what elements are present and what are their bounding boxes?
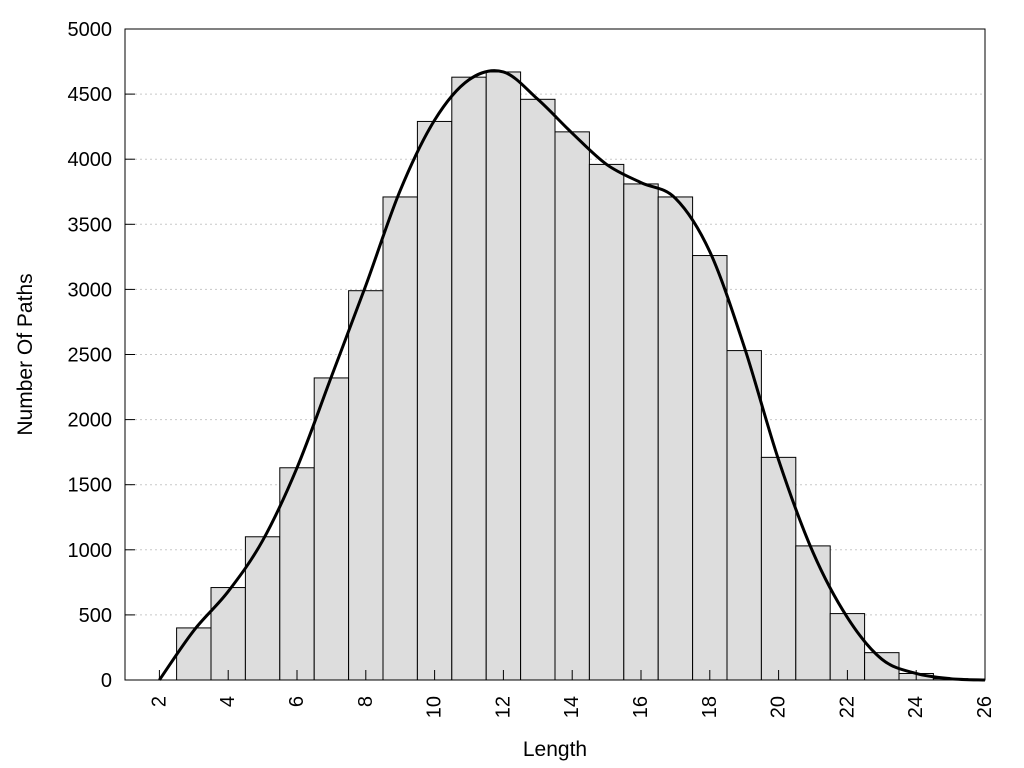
y-tick-label: 1000 xyxy=(68,540,113,562)
x-tick-label: 10 xyxy=(424,696,446,718)
bar xyxy=(176,627,212,681)
y-tick-label: 500 xyxy=(79,605,112,627)
bar xyxy=(657,196,694,681)
y-tick-label: 1500 xyxy=(68,475,113,497)
y-axis-label: Number Of Paths xyxy=(14,273,37,435)
bar xyxy=(451,76,487,681)
bar xyxy=(210,587,246,681)
bar xyxy=(829,613,866,681)
density-curve xyxy=(158,69,986,682)
y-tick-label: 2500 xyxy=(68,345,113,367)
x-tick-label: 12 xyxy=(492,696,514,718)
bar xyxy=(313,377,350,681)
y-tick-label: 4500 xyxy=(68,84,113,106)
x-axis-ticks: 2 4 6 8 10 12 14 16 18 20 22 24 26 xyxy=(148,670,996,718)
x-tick-label: 4 xyxy=(217,696,239,707)
y-tick-label: 4000 xyxy=(68,149,113,171)
y-tick-label: 0 xyxy=(101,670,112,692)
bar xyxy=(554,131,590,681)
x-tick-label: 6 xyxy=(286,696,308,707)
bar xyxy=(726,350,762,681)
x-tick-label: 24 xyxy=(905,696,927,718)
y-tick-label: 3500 xyxy=(68,214,113,236)
x-tick-label: 18 xyxy=(699,696,721,718)
y-tick-label: 5000 xyxy=(68,19,113,41)
bars xyxy=(176,71,969,681)
bar xyxy=(520,98,556,681)
bar xyxy=(382,196,418,681)
y-axis-ticks: 0 500 1000 1500 2000 2500 3000 3500 4000 4500 5000 xyxy=(68,19,135,692)
bar xyxy=(588,163,625,681)
bar xyxy=(279,467,315,681)
bar xyxy=(485,71,522,681)
bar xyxy=(348,290,384,681)
x-tick-label: 26 xyxy=(974,696,996,718)
density-curve-line xyxy=(158,69,986,682)
x-tick-label: 16 xyxy=(630,696,652,718)
x-tick-label: 22 xyxy=(836,696,858,718)
x-tick-label: 8 xyxy=(355,696,377,707)
x-tick-label: 20 xyxy=(768,696,790,718)
bar xyxy=(795,545,831,681)
bar xyxy=(692,255,728,681)
y-tick-label: 2000 xyxy=(68,410,113,432)
x-tick-label: 2 xyxy=(148,696,170,707)
bar xyxy=(416,120,453,681)
bar xyxy=(623,183,659,681)
x-axis-label: Length xyxy=(523,738,587,761)
x-tick-label: 14 xyxy=(561,696,583,718)
y-tick-label: 3000 xyxy=(68,279,113,301)
